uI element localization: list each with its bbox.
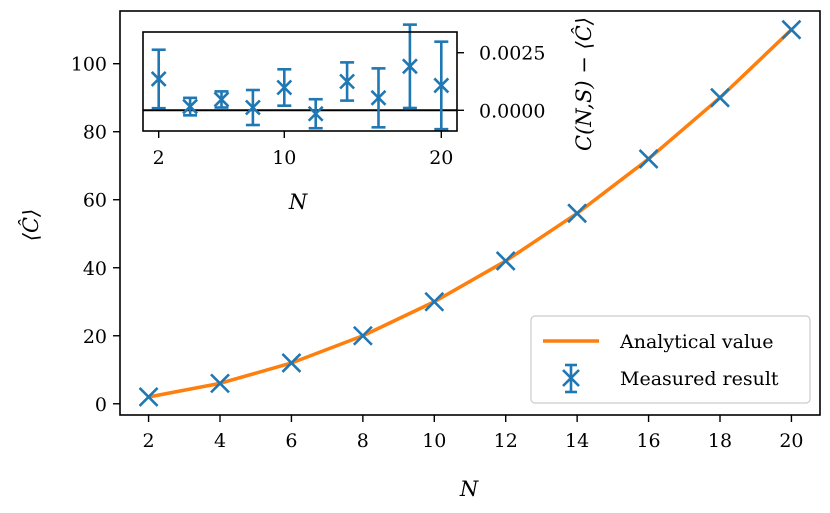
inset-x-tick-label: 10 <box>272 147 296 169</box>
inset-y-tick-label: 0.0025 <box>479 43 545 65</box>
measured-result-point <box>210 373 230 394</box>
inset-errorbar-point <box>276 67 293 107</box>
measured-result-point <box>638 149 659 169</box>
main-x-tick-label: 18 <box>708 430 732 452</box>
inset-errorbar-point <box>370 67 387 129</box>
main-x-tick-label: 16 <box>636 430 660 452</box>
inset-x-axis-label: N <box>288 190 308 214</box>
inset-errorbar-point <box>433 40 450 131</box>
inset-errorbar-point <box>150 48 167 110</box>
inset-x-tick-label: 20 <box>429 147 453 169</box>
main-y-tick-label: 100 <box>71 54 107 76</box>
legend-errorbar-swatch <box>562 363 580 394</box>
measured-result-point <box>352 325 373 346</box>
inset-plot-area <box>142 31 458 132</box>
legend-label-analytical: Analytical value <box>619 331 774 353</box>
measured-result-point <box>281 353 302 373</box>
main-y-tick-label: 60 <box>83 190 107 212</box>
inset-errorbar-point <box>213 90 230 109</box>
measured-result-point <box>710 87 730 108</box>
main-x-tick-label: 10 <box>422 430 446 452</box>
measured-result-point <box>495 251 516 271</box>
main-x-tick-label: 6 <box>285 430 297 452</box>
main-x-tick-label: 20 <box>779 430 803 452</box>
main-x-tick-label: 14 <box>565 430 589 452</box>
main-plot-area <box>119 10 821 416</box>
measured-result-point <box>138 387 159 407</box>
main-y-axis-label: ⟨Ĉ⟩ <box>18 209 43 241</box>
main-x-tick-label: 8 <box>357 430 369 452</box>
inset-errorbar-point <box>244 88 261 127</box>
inset-errorbar-point <box>182 96 199 117</box>
legend-label-measured: Measured result <box>620 368 779 390</box>
inset-y-tick-label: 0.0000 <box>479 100 545 122</box>
inset-errorbar-point <box>339 61 356 102</box>
legend: Analytical value Measured result <box>530 315 811 404</box>
inset-x-tick-label: 2 <box>153 147 165 169</box>
inset-errorbar-point <box>307 97 324 130</box>
main-y-tick-label: 20 <box>83 326 107 348</box>
main-y-tick-label: 80 <box>83 122 107 144</box>
inset-errorbar-point <box>401 23 418 110</box>
main-x-tick-label: 12 <box>494 430 518 452</box>
measured-result-point <box>567 203 588 224</box>
analytical-value-line <box>148 28 793 399</box>
legend-box <box>530 315 811 404</box>
measured-result-point <box>781 19 802 40</box>
main-y-tick-label: 0 <box>95 394 107 416</box>
inset-y-axis-label: C(N,S) − ⟨Ĉ⟩ <box>571 17 596 151</box>
main-y-tick-label: 40 <box>83 258 107 280</box>
main-x-axis-label: N <box>459 477 479 501</box>
main-x-tick-label: 2 <box>143 430 155 452</box>
measured-result-point <box>424 291 445 312</box>
main-x-tick-label: 4 <box>214 430 226 452</box>
